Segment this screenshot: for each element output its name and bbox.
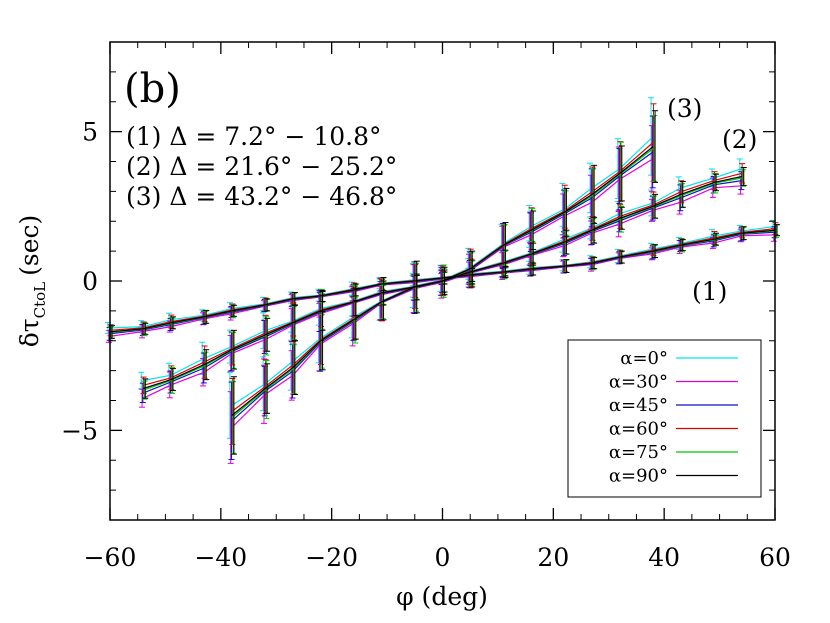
legend-items: α=0° α=30°α=45° α=60°α=75° α=90° <box>609 348 738 487</box>
x-tick-label: 40 <box>648 543 680 572</box>
panel-label: (b) <box>124 66 181 112</box>
annotation-3: (3) Δ = 43.2° − 46.8° <box>126 182 397 211</box>
annotation-1: (1) Δ = 7.2° − 10.8° <box>126 122 382 151</box>
legend: α=0° α=30°α=45° α=60°α=75° α=90° <box>567 339 762 498</box>
x-tick-label: 0 <box>435 543 451 572</box>
legend-label-5: α=90° <box>609 466 668 487</box>
series-line-5-group-0 <box>109 229 776 333</box>
y-axis-label-main: δτ <box>15 318 44 347</box>
group-label-2: (2) <box>722 125 757 154</box>
x-tick-label: −20 <box>305 543 358 572</box>
y-tick-label: 0 <box>82 267 98 296</box>
axis-ticks: −60 −40 −20 0 20 40 60 −5 0 5 <box>61 41 791 572</box>
x-axis-label: φ (deg) <box>396 582 488 611</box>
y-axis-label-unit: (sec) <box>15 215 44 276</box>
legend-box <box>567 339 762 498</box>
legend-label-3: α=60° <box>609 419 668 440</box>
legend-label-1: α=30° <box>609 372 668 393</box>
group-label-1: (1) <box>692 277 727 306</box>
legend-label-2: α=45° <box>609 395 668 416</box>
x-tick-label: 20 <box>537 543 569 572</box>
annotation-2: (2) Δ = 21.6° − 25.2° <box>126 152 397 181</box>
legend-label-4: α=75° <box>609 442 668 463</box>
x-tick-label: −40 <box>194 543 247 572</box>
y-axis-label: δτCtoL (sec) <box>15 215 49 348</box>
series-5 <box>109 110 780 455</box>
y-axis-label-sub: CtoL <box>31 282 49 319</box>
x-tick-label: −60 <box>84 543 137 572</box>
y-tick-label: −5 <box>61 416 98 445</box>
series-line-5-group-2 <box>231 146 654 416</box>
y-tick-label: 5 <box>82 118 98 147</box>
group-label-3: (3) <box>667 94 702 123</box>
plot-marks <box>105 97 780 464</box>
legend-label-0: α=0° <box>620 348 668 369</box>
x-tick-label: 60 <box>759 543 791 572</box>
